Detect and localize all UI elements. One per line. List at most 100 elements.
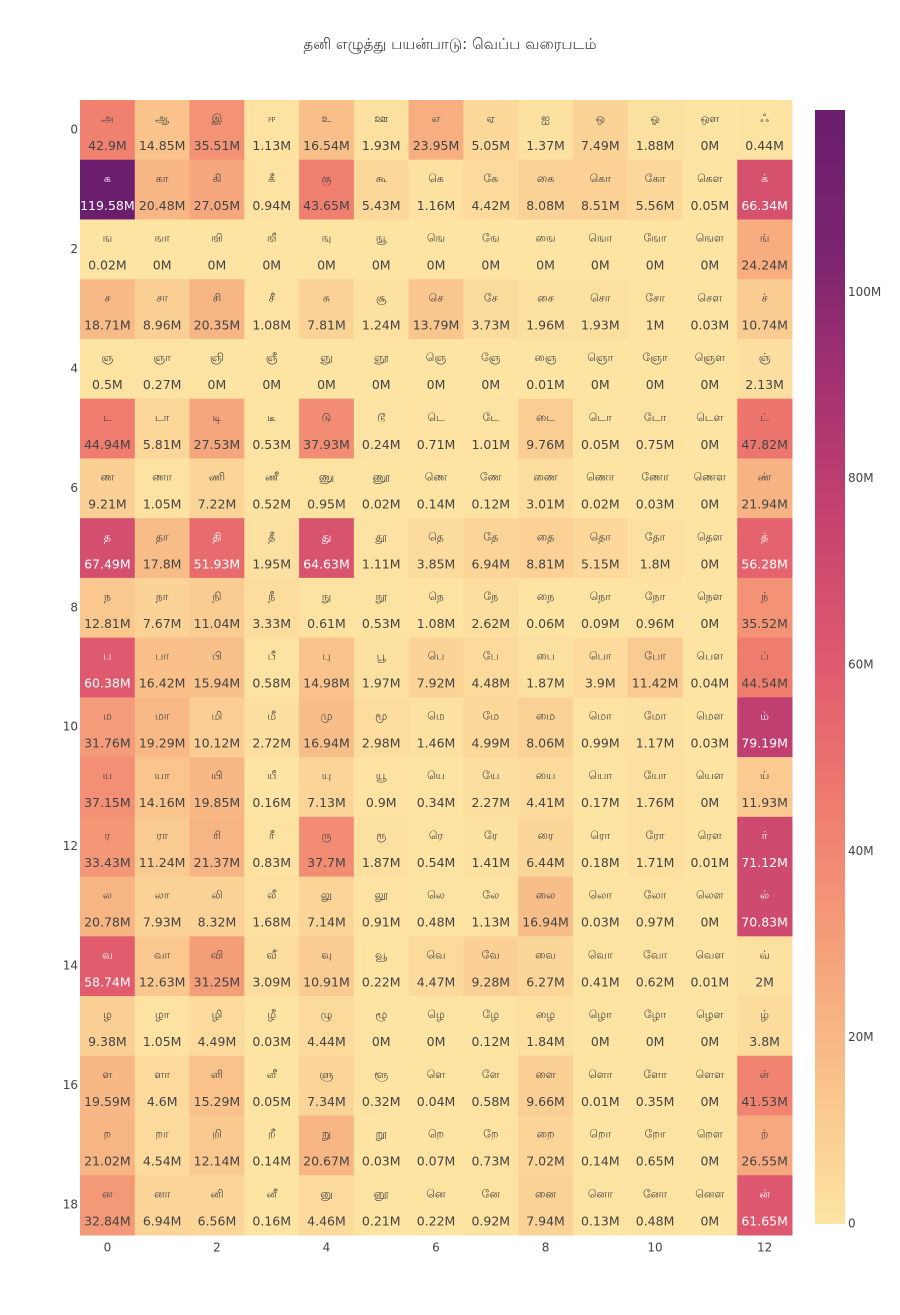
cell-rect [189, 816, 245, 878]
cell-letter: னே [482, 1187, 501, 1200]
cell-rect [463, 398, 519, 459]
cell-rect [518, 1175, 574, 1236]
heatmap-cell: று 20.67M [299, 1115, 355, 1176]
heatmap-cell: ணௌ 0M [682, 458, 738, 519]
cell-value: 0.03M [636, 497, 675, 512]
cell-rect [244, 159, 300, 220]
heatmap-cell: வி 31.25M [189, 936, 245, 997]
heatmap-cell: நொ 0.09M [572, 577, 629, 639]
cell-rect [518, 637, 574, 698]
cell-rect [353, 458, 410, 519]
cell-letter: கி [212, 172, 221, 185]
cell-value: 0.16M [252, 1213, 291, 1228]
heatmap-cell: றொ 0.14M [572, 1115, 629, 1176]
heatmap-cell: மா 19.29M [134, 697, 191, 758]
cell-letter: ஙீ [267, 232, 277, 245]
heatmap-cell: றோ 0.65M [627, 1115, 683, 1176]
cell-rect [627, 219, 683, 280]
cell-rect [244, 100, 300, 161]
cell-rect [627, 757, 683, 818]
cell-value: 0.16M [252, 795, 291, 810]
heatmap-cell: னீ 0.16M [244, 1175, 300, 1236]
cell-letter: னீ [266, 1187, 278, 1200]
cell-value: 0M [262, 377, 281, 392]
cell-letter: லை [536, 889, 556, 902]
cell-letter: ஏ [486, 112, 495, 125]
cell-rect [627, 518, 683, 579]
cell-letter: ளே [482, 1068, 500, 1081]
heatmap-cell: ர 33.43M [80, 816, 136, 878]
cell-value: 1M [646, 317, 665, 332]
heatmap-cell: யா 14.16M [134, 757, 191, 818]
heatmap-cell: டெ 0.71M [408, 398, 464, 459]
cell-rect [80, 159, 136, 220]
heatmap-cell: டே 1.01M [463, 398, 519, 459]
cell-value: 1.13M [471, 915, 510, 930]
y-tick-label: 8 [70, 600, 78, 614]
cell-letter: அ [101, 112, 113, 125]
heatmap-cell: சா 8.96M [134, 279, 191, 340]
heatmap-cell: ளே 0.58M [463, 1055, 519, 1117]
heatmap-cell: வை 6.27M [518, 936, 574, 997]
cell-value: 0M [208, 258, 227, 273]
cell-rect [244, 1055, 300, 1117]
cell-rect [299, 816, 355, 878]
cell-letter: நே [483, 590, 498, 603]
heatmap-cell: தா 17.8M [134, 518, 191, 579]
heatmap-cell: ரே 1.41M [463, 816, 519, 878]
cell-value: 0M [427, 258, 446, 273]
heatmap-cell: ப் 44.54M [737, 637, 793, 698]
cell-rect [244, 816, 300, 878]
cell-rect [518, 159, 574, 220]
cell-value: 2.98M [362, 735, 401, 750]
cell-rect [627, 279, 683, 340]
heatmap-cell: றே 0.73M [463, 1115, 519, 1176]
cell-rect [463, 697, 519, 758]
cell-value: 1.41M [471, 855, 510, 870]
cell-rect [463, 338, 519, 400]
heatmap-cell: லீ 1.68M [244, 876, 300, 937]
cell-rect [189, 219, 245, 280]
cell-rect [299, 398, 355, 459]
heatmap-cell: நா 7.67M [134, 577, 191, 639]
heatmap-cell: லை 16.94M [518, 876, 574, 937]
cell-value: 0.53M [252, 437, 291, 452]
cell-value: 7.02M [526, 1154, 565, 1169]
cell-rect [627, 1115, 683, 1176]
cell-rect [572, 1115, 629, 1176]
cell-letter: றா [156, 1128, 169, 1141]
heatmap-cell: ள் 41.53M [737, 1055, 793, 1117]
colorbar-ticks: 0 20M 40M 60M 80M 100M [848, 285, 881, 1231]
cell-value: 18.71M [84, 317, 131, 332]
heatmap-cell: றெ 0.07M [408, 1115, 464, 1176]
heatmap-cell: யீ 0.16M [244, 757, 300, 818]
cell-rect [408, 219, 464, 280]
cell-letter: ஞா [153, 351, 171, 364]
cell-value: 0.94M [252, 198, 291, 213]
cell-rect [518, 816, 574, 878]
heatmap-cell: ஏ 5.05M [463, 100, 519, 161]
cell-letter: மை [536, 709, 555, 722]
cell-value: 0.02M [88, 258, 127, 273]
cell-rect [244, 1115, 300, 1176]
cell-value: 0M [700, 795, 719, 810]
cell-letter: ணெ [425, 471, 448, 484]
cell-value: 9.38M [88, 1034, 127, 1049]
cell-value: 0M [372, 377, 391, 392]
cell-letter: தை [537, 530, 555, 543]
cell-rect [244, 577, 300, 639]
cell-letter: கீ [268, 172, 275, 185]
cell-rect [134, 816, 191, 878]
cell-value: 21.02M [84, 1154, 131, 1169]
cell-value: 0.9M [366, 795, 397, 810]
cell-letter: ஙூ [376, 232, 387, 245]
cell-rect [463, 219, 519, 280]
cell-letter: யே [482, 769, 499, 782]
cell-letter: ஓ [650, 112, 659, 125]
cell-rect [463, 518, 519, 579]
cell-rect [572, 876, 629, 937]
cell-value: 14.16M [139, 795, 186, 810]
cell-rect [353, 876, 410, 937]
cell-letter: டூ [377, 411, 386, 424]
cell-value: 0M [700, 915, 719, 930]
